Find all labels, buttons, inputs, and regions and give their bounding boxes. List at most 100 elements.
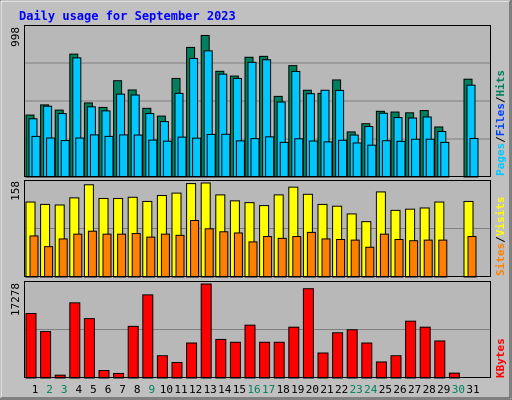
sites-bar [219,231,229,278]
sites-bar [73,233,83,278]
kbytes-bar [273,341,285,379]
pages-bar [46,137,56,178]
pages-bar [250,138,260,178]
pages-bar [367,144,377,178]
kbytes-bar [375,361,387,379]
panel-frame-0 [24,25,491,177]
visits-ymax-label: 158 [9,181,22,201]
pages-bar [133,134,143,178]
sites-bar [175,234,185,278]
sites-bar [350,239,360,278]
kbytes-bar [419,326,431,379]
pages-bar [425,138,435,178]
kbytes-bar [288,326,300,379]
legend-sep-3: / [494,236,507,243]
legend-hits: Hits [494,70,507,97]
pages-bar [265,136,275,178]
pages-bar [323,141,333,178]
pages-bar [177,136,187,178]
sites-bar [233,232,243,278]
day-label: 1 [32,383,39,396]
kbytes-bar [317,352,329,379]
kbytes-bar [434,340,446,379]
pages-bar [411,138,421,178]
sites-bar [365,246,375,278]
kbytes-bar [244,324,256,379]
bars [25,34,479,379]
sites-bar [87,230,97,278]
sites-bar [277,237,287,278]
pages-bar [162,140,172,178]
sites-bar [336,239,346,278]
sites-bar [379,233,389,278]
legend-sites: Sites [494,243,507,276]
day-label: 8 [134,383,141,396]
day-label: 25 [379,383,392,396]
day-label: 23 [350,383,363,396]
panel-frames [24,25,491,378]
sites-bar [131,233,141,278]
day-label: 19 [291,383,304,396]
day-label: 11 [174,383,187,396]
chart-title: Daily usage for September 2023 [19,9,236,23]
legend-kbytes: KBytes [494,338,507,378]
pages-bar [206,133,216,178]
kbytes-bar [390,355,402,379]
day-label: 5 [90,383,97,396]
kbytes-bar [186,342,198,379]
day-label: 9 [148,383,155,396]
kbytes-bar [332,332,344,379]
day-label: 24 [364,383,378,396]
pages-bar [60,140,70,178]
day-label: 3 [61,383,68,396]
sites-bar [117,233,127,278]
day-label: 30 [452,383,465,396]
kbytes-bar [69,302,81,379]
pages-bar [119,134,129,178]
sites-bar [423,239,433,278]
legend-visits: Visits [494,197,507,237]
pages-bar [104,135,114,178]
day-label: 16 [247,383,260,396]
day-label: 6 [105,383,112,396]
kbytes-bar [40,331,52,379]
day-label: 26 [393,383,406,396]
kbytes-bar [156,355,168,379]
kbytes-bar [127,325,139,379]
kbytes-bar [229,341,241,379]
pages-bar [279,141,289,178]
kbytes-bar [346,329,358,379]
day-label: 4 [75,383,82,396]
pages-bar [338,139,348,178]
legend-sep-2: / [494,96,507,103]
pages-bar [381,140,391,178]
sites-bar [409,240,419,278]
day-label: 29 [437,383,450,396]
legend-pages: Pages [494,143,507,176]
sites-bar [467,236,477,278]
day-label: 21 [320,383,333,396]
sites-bar [146,236,156,278]
day-label: 31 [466,383,479,396]
sites-bar [58,238,68,278]
legend-bottom: KBytes [494,338,507,378]
day-label: 17 [262,383,275,396]
sites-bar [321,238,331,278]
legend-top: Pages/Files/Hits [494,70,507,176]
kbytes-bar [361,342,373,379]
legend-middle: Sites/Visits [494,197,507,277]
pages-bar [221,133,231,178]
sites-bar [190,219,200,278]
sites-bar [44,246,54,278]
kbytes-bar [215,338,227,379]
kbytes-bar [200,283,212,379]
sites-bar [102,233,112,278]
pages-bar [396,140,406,178]
kbytes-bar [171,361,183,379]
day-label: 18 [277,383,290,396]
sites-bar [394,239,404,278]
kbytes-ymax-label: 17278 [9,283,22,316]
hits-ymax-label: 998 [9,27,22,47]
kbytes-bar [25,313,37,379]
day-label: 28 [423,383,436,396]
